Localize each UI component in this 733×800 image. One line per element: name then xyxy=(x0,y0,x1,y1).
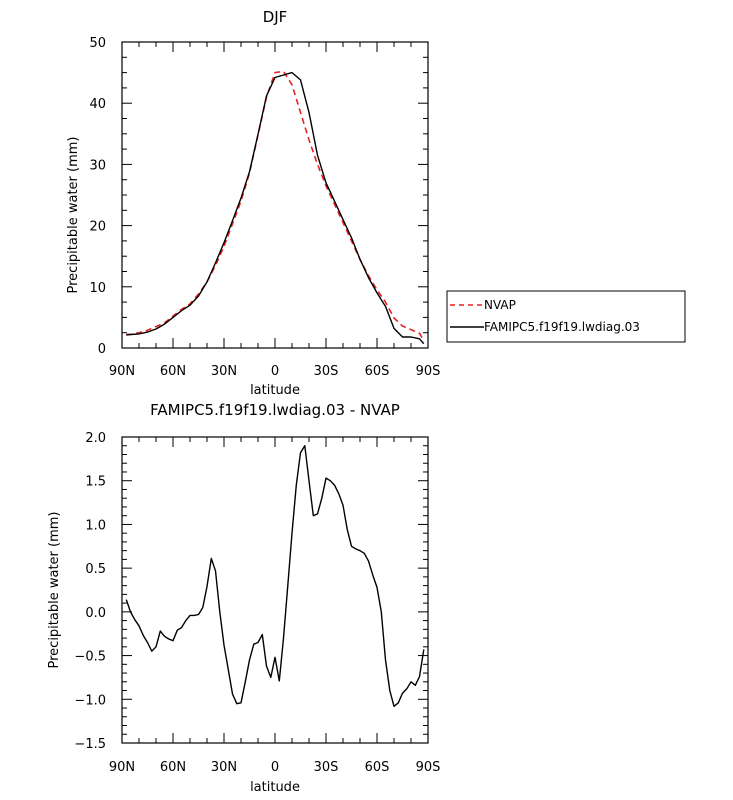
legend-box xyxy=(446,290,686,343)
y-tick-label: 20 xyxy=(89,220,106,235)
y-tick-label: −1.0 xyxy=(74,693,106,708)
x-tick-label: 90S xyxy=(416,364,441,379)
y-tick-label: 0.5 xyxy=(85,562,106,577)
x-tick-label: 60S xyxy=(365,364,390,379)
bottom-ticks xyxy=(121,436,429,744)
y-tick-label: 2.0 xyxy=(85,431,106,446)
top-ticks xyxy=(121,41,429,349)
bottom-y-tick-labels: −1.5 −1.0 −0.5 0.0 0.5 1.0 1.5 2.0 xyxy=(74,431,106,752)
bottom-series-lines xyxy=(125,445,425,707)
bottom-x-axis-title: latitude xyxy=(250,780,300,795)
y-tick-label: 0 xyxy=(98,342,106,357)
legend-label-model: FAMIPC5.f19f19.lwdiag.03 xyxy=(484,320,640,334)
x-tick-label: 0 xyxy=(271,760,279,775)
legend-label-nvap: NVAP xyxy=(484,298,516,312)
y-tick-label: 40 xyxy=(89,97,106,112)
bottom-x-tick-labels: 90N 60N 30N 0 30S 60S 90S xyxy=(109,760,441,775)
bottom-panel-title: FAMIPC5.f19f19.lwdiag.03 - NVAP xyxy=(150,401,400,419)
series-line-famipc5-f19f19-lwdiag-03 xyxy=(126,71,425,345)
x-tick-label: 90N xyxy=(109,760,135,775)
top-x-tick-labels: 90N 60N 30N 0 30S 60S 90S xyxy=(109,364,441,379)
x-tick-label: 60N xyxy=(160,760,186,775)
y-tick-label: 50 xyxy=(89,36,106,51)
top-x-axis-title: latitude xyxy=(250,383,300,398)
x-tick-label: 30S xyxy=(314,364,339,379)
y-tick-label: 10 xyxy=(89,281,106,296)
x-tick-label: 0 xyxy=(271,364,279,379)
x-tick-label: 60S xyxy=(365,760,390,775)
top-y-tick-labels: 0 10 20 30 40 50 xyxy=(89,36,106,357)
y-tick-label: 1.0 xyxy=(85,518,106,533)
top-panel-title: DJF xyxy=(263,8,288,26)
x-tick-label: 90S xyxy=(416,760,441,775)
top-y-axis-title: Precipitable water (mm) xyxy=(66,137,81,294)
x-tick-label: 90N xyxy=(109,364,135,379)
x-tick-label: 60N xyxy=(160,364,186,379)
x-tick-label: 30N xyxy=(211,364,237,379)
bottom-y-axis-title: Precipitable water (mm) xyxy=(47,512,62,669)
y-tick-label: −0.5 xyxy=(74,650,106,665)
bottom-panel: FAMIPC5.f19f19.lwdiag.03 - NVAP 90N 60N 30… xyxy=(47,401,440,795)
x-tick-label: 30N xyxy=(211,760,237,775)
series-line-difference-0 xyxy=(125,445,425,707)
top-panel: DJF 90N 60N 30N 0 30S 60S 90S 0 10 20 30 40 50 lati… xyxy=(66,8,686,398)
y-tick-label: 30 xyxy=(89,158,106,173)
bottom-plot-frame xyxy=(121,436,429,744)
y-tick-label: 1.5 xyxy=(85,475,106,490)
series-line-nvap xyxy=(126,70,425,342)
y-tick-label: −1.5 xyxy=(74,737,106,752)
x-tick-label: 30S xyxy=(314,760,339,775)
y-tick-label: 0.0 xyxy=(85,606,106,621)
legend: NVAP FAMIPC5.f19f19.lwdiag.03 xyxy=(446,290,686,343)
top-series-lines xyxy=(126,70,425,345)
